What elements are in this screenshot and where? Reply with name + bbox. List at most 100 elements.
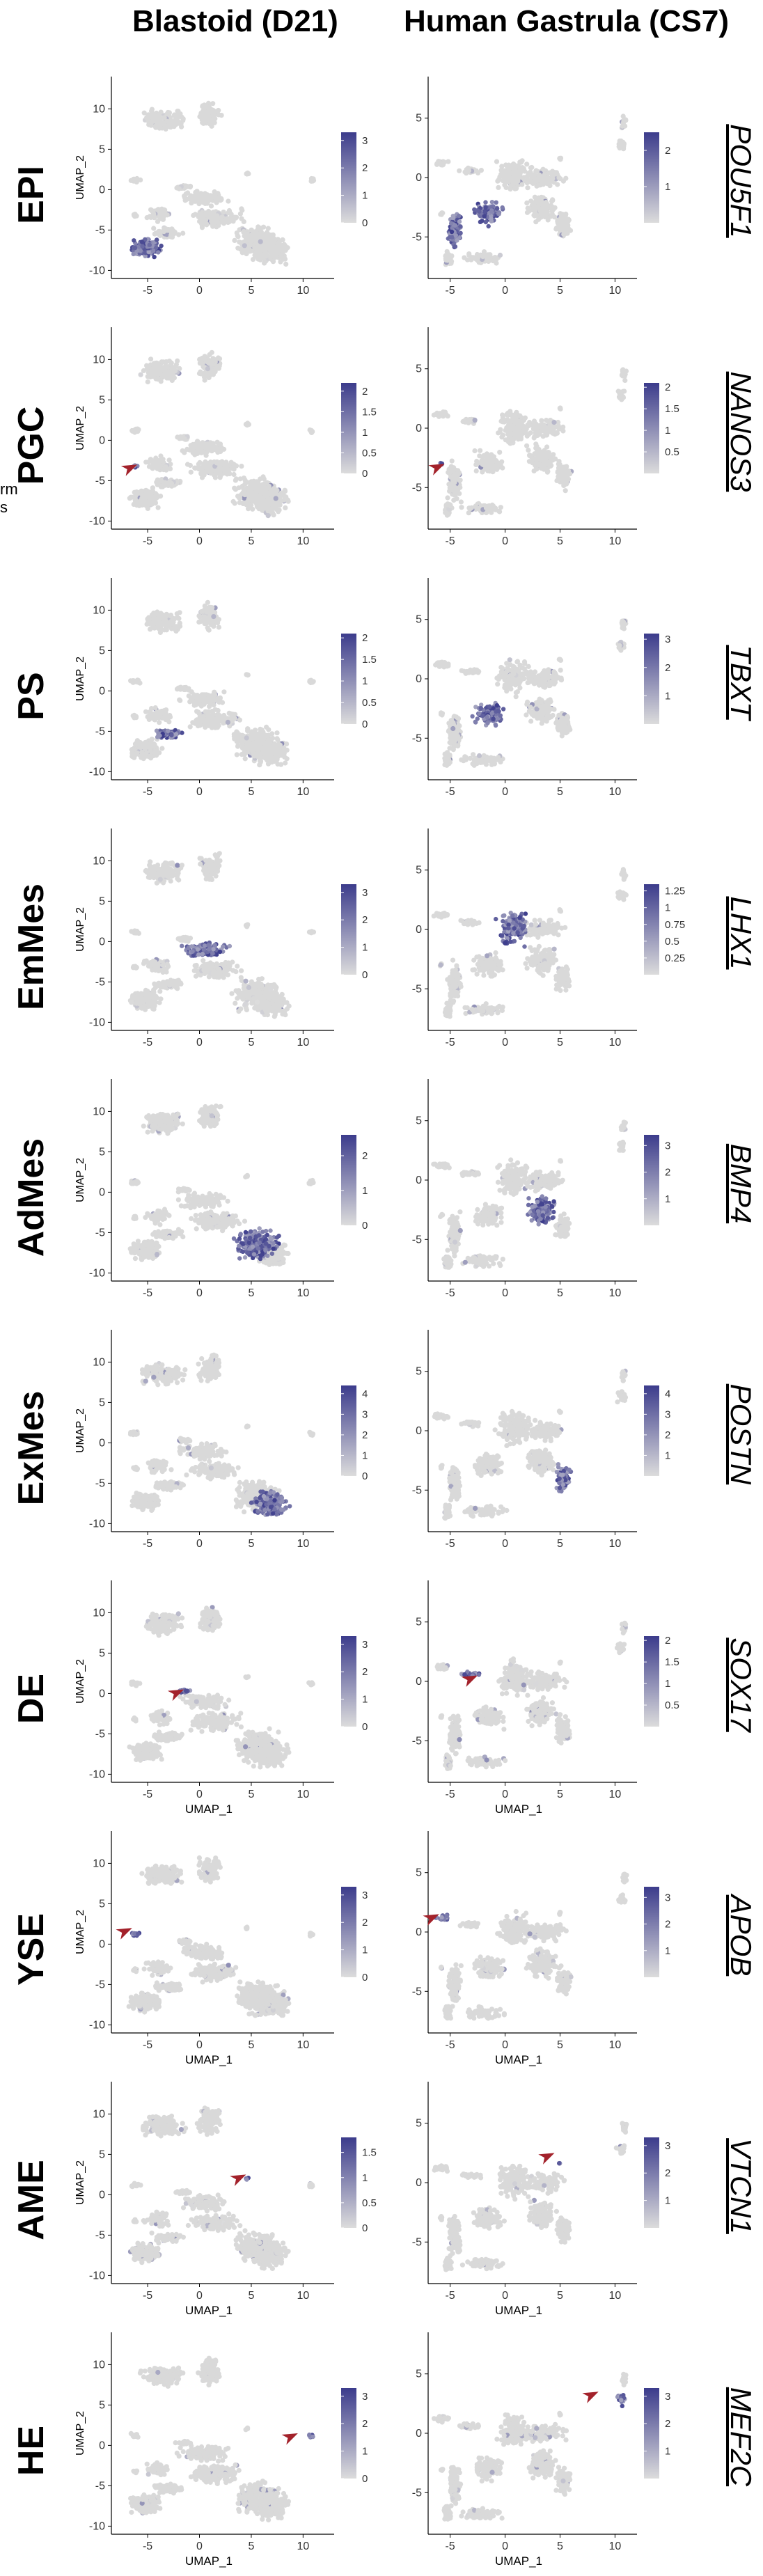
colorbar-tick-label: 1	[362, 427, 368, 439]
epi-cell-point	[258, 256, 263, 261]
y-tick-label: 0	[99, 685, 105, 697]
epi-cell-point	[151, 211, 156, 216]
epi-cell-point	[475, 208, 479, 212]
epi-cell-point	[162, 229, 166, 234]
pgc-cell-point	[151, 495, 156, 500]
pgc-cell-point	[203, 378, 207, 383]
epi-cell-point	[533, 219, 538, 224]
epi-cell-point	[208, 193, 213, 198]
pgc-cell-point	[497, 450, 502, 455]
pgc-cell-point	[205, 371, 210, 376]
epi-cell-point	[132, 238, 136, 242]
pgc-cell-point	[283, 489, 288, 494]
pgc-cell-point	[543, 432, 548, 437]
pgc-cell-point	[478, 448, 482, 453]
epi-cell-point	[565, 230, 570, 235]
x-tick-label: 0	[196, 535, 203, 547]
epi-cell-point	[445, 249, 450, 254]
epi-cell-point	[512, 173, 517, 178]
epi-cell-point	[180, 231, 185, 236]
pgc-cell-point	[164, 468, 168, 473]
pgc-cell-point	[453, 476, 458, 480]
pgc-cell-point	[551, 420, 556, 425]
y-tick-label: 10	[93, 604, 105, 616]
epi-cell-point	[561, 179, 566, 184]
epi-cell-point	[214, 194, 219, 199]
pgc-cell-point	[544, 444, 549, 449]
gene-label: NANOS3	[721, 327, 760, 536]
epi-cell-point	[152, 255, 156, 259]
epi-cell-point	[203, 109, 207, 114]
ps-cell-point	[157, 623, 162, 628]
epi-cell-point	[511, 162, 516, 166]
epi-cell-point	[532, 172, 537, 177]
epi-cell-point	[203, 218, 208, 223]
pgc-cell-point	[237, 496, 242, 501]
pgc-cell-point	[445, 495, 450, 500]
pgc-cell-point	[197, 357, 202, 362]
pgc-cell-point	[500, 466, 505, 471]
epi-cell-point	[217, 112, 221, 117]
gene-label: POU5F1	[721, 77, 760, 285]
pgc-cell-point	[152, 364, 157, 369]
colorbar-tick-label: 0.5	[665, 446, 679, 458]
pgc-cell-point	[502, 420, 507, 425]
epi-cell-point	[563, 226, 568, 230]
pgc-cell-point	[249, 489, 254, 494]
y-tick-label: 0	[99, 184, 105, 196]
pgc-cell-point	[558, 474, 563, 479]
x-tick-label: 10	[609, 285, 622, 297]
epi-cell-point	[533, 177, 538, 182]
epi-cell-point	[495, 206, 499, 210]
pgc-cell-point	[436, 412, 441, 417]
pgc-cell-point	[474, 469, 479, 473]
epi-cell-point	[204, 201, 209, 205]
y-tick-label: 5	[416, 363, 422, 375]
epi-cell-point	[490, 200, 494, 204]
colorbar-tick-label: 1.5	[665, 403, 679, 415]
pgc-cell-point	[535, 430, 540, 434]
pgc-cell-point	[503, 437, 508, 442]
pgc-cell-point	[484, 461, 489, 466]
colorbar-tick-label: 1	[665, 181, 670, 193]
pgc-cell-point	[188, 463, 193, 468]
y-tick-label: 0	[99, 434, 105, 446]
pgc-cell-point	[242, 478, 247, 482]
epi-cell-point	[496, 178, 501, 182]
pgc-cell-point	[163, 368, 168, 373]
epi-cell-point	[455, 238, 459, 242]
ps-cell-point	[159, 615, 164, 620]
pgc-cell-point	[171, 367, 176, 372]
pgc-cell-point	[490, 457, 495, 462]
pgc-cell-point	[139, 372, 143, 377]
epi-cell-point	[277, 239, 282, 244]
pgc-cell-point	[560, 425, 565, 430]
epi-cell-point	[528, 198, 533, 203]
pgc-cell-point	[539, 418, 544, 423]
pgc-cell-point	[455, 468, 460, 473]
epi-cell-point	[239, 206, 244, 211]
epi-cell-point	[536, 182, 541, 187]
epi-cell-point	[542, 203, 547, 208]
epi-cell-point	[164, 119, 169, 124]
ps-cell-point	[206, 627, 211, 632]
epi-cell-point	[200, 195, 205, 200]
epi-cell-point	[501, 178, 505, 183]
pgc-cell-point	[241, 501, 246, 506]
epi-cell-point	[451, 214, 455, 218]
pgc-cell-point	[526, 448, 530, 453]
epi-cell-point	[489, 217, 493, 221]
y-axis-label: UMAP_2	[74, 155, 86, 200]
pgc-cell-point	[455, 496, 459, 501]
epi-cell-point	[445, 258, 450, 262]
expression-colorbar	[644, 383, 659, 473]
epi-cell-point	[242, 243, 247, 248]
epi-cell-point	[450, 230, 454, 234]
pgc-cell-point	[619, 397, 624, 402]
pgc-cell-point	[472, 448, 477, 453]
pgc-cell-point	[159, 457, 164, 462]
